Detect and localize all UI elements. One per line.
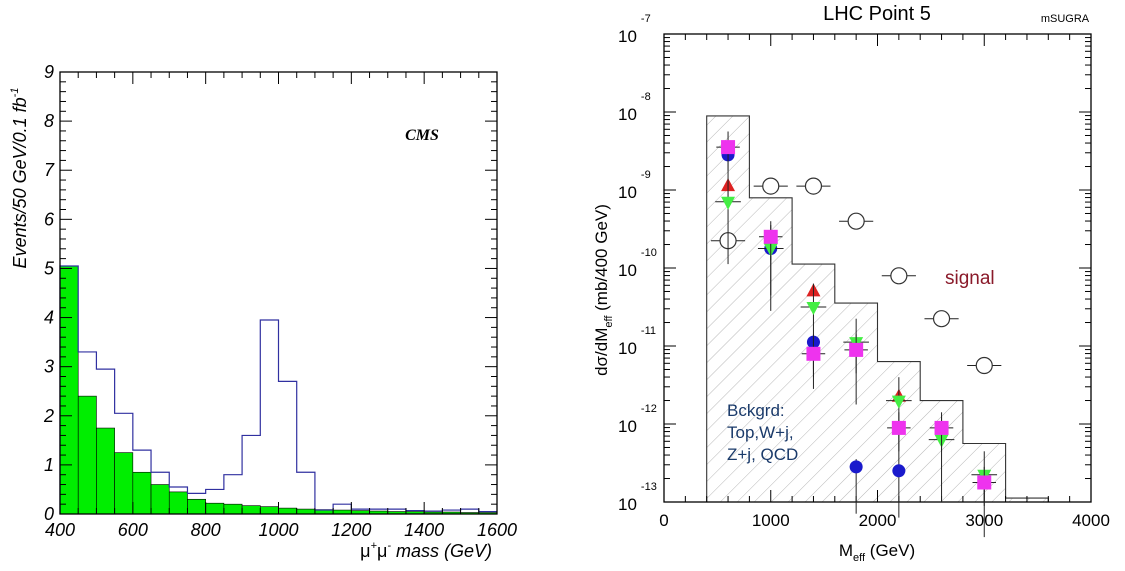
x-tick-label: 1000: [752, 511, 790, 530]
signal-point: [932, 310, 951, 328]
background-triangle-down-point: [806, 302, 821, 315]
x-tick-label: 1200: [331, 520, 371, 540]
signal-point: [975, 356, 993, 375]
chart-title: LHC Point 5: [823, 3, 931, 25]
background-triangle-down-point: [721, 196, 736, 210]
x-tick-label: 800: [191, 520, 221, 540]
background-square-point: [806, 346, 821, 361]
y-tick-label: 10-11: [618, 325, 656, 358]
signal-point: [890, 267, 908, 285]
x-tick-label: 400: [45, 520, 75, 540]
background-circle-point: [849, 460, 863, 474]
signal-point: [847, 212, 865, 230]
x-axis-label: μ+μ- mass (GeV): [360, 540, 492, 561]
background-square-point: [977, 475, 992, 490]
x-tick-label: 1000: [258, 520, 298, 540]
y-tick-label: 10-9: [618, 169, 651, 202]
y-axis-label: Events/50 GeV/0.1 fb-1: [9, 88, 30, 269]
background-square-point: [763, 229, 778, 244]
background-label-line: Bckgrd:: [727, 401, 785, 420]
y-tick-label: 10-8: [618, 91, 651, 124]
msugra-tag: mSUGRA: [1041, 13, 1090, 25]
x-axis-label: Meff (GeV): [839, 541, 915, 564]
background-square-point: [721, 140, 736, 155]
x-tick-label: 4000: [1072, 511, 1110, 530]
y-tick-label: 10-7: [618, 13, 651, 46]
y-tick-label: 9: [44, 62, 54, 82]
signal-label: signal: [945, 268, 995, 289]
background-label-line: Top,W+j,: [727, 423, 794, 442]
background-label-line: Z+j, QCD: [727, 445, 798, 464]
x-tick-label: 1400: [404, 520, 444, 540]
y-tick-label: 5: [44, 258, 55, 278]
background-square-point: [849, 342, 864, 357]
signal-point: [762, 177, 780, 195]
background-square-point: [934, 420, 949, 435]
y-axis-label: dσ/dMeff (mb/400 GeV): [592, 204, 615, 376]
cms-dimuon-mass-chart: 400 600 800 1000 1200 1400 1600 0 1 2 3 4 5 6 7 8 9 CMS μ+…: [9, 62, 517, 561]
x-tick-label: 600: [118, 520, 148, 540]
y-tick-label: 3: [44, 357, 54, 377]
background-circle-point: [892, 464, 906, 478]
background-triangle-down-point: [891, 395, 906, 409]
y-tick-label: 8: [44, 111, 54, 131]
x-tick-label: 1600: [477, 520, 517, 540]
y-tick-label: 7: [44, 160, 55, 180]
y-tick-label: 10-13: [618, 481, 657, 514]
background-square-point: [891, 420, 906, 435]
y-tick-label: 1: [44, 455, 54, 475]
y-tick-label: 2: [43, 406, 54, 426]
y-tick-label: 6: [44, 209, 55, 229]
y-tick-label: 4: [44, 308, 54, 328]
x-tick-label: 2000: [859, 511, 897, 530]
x-tick-label: 0: [659, 511, 668, 530]
y-tick-label: 10-12: [618, 403, 657, 436]
y-tick-label: 0: [44, 504, 54, 524]
y-tick-label: 10-10: [618, 247, 657, 280]
signal-point: [804, 177, 823, 195]
cms-annotation: CMS: [405, 127, 439, 144]
